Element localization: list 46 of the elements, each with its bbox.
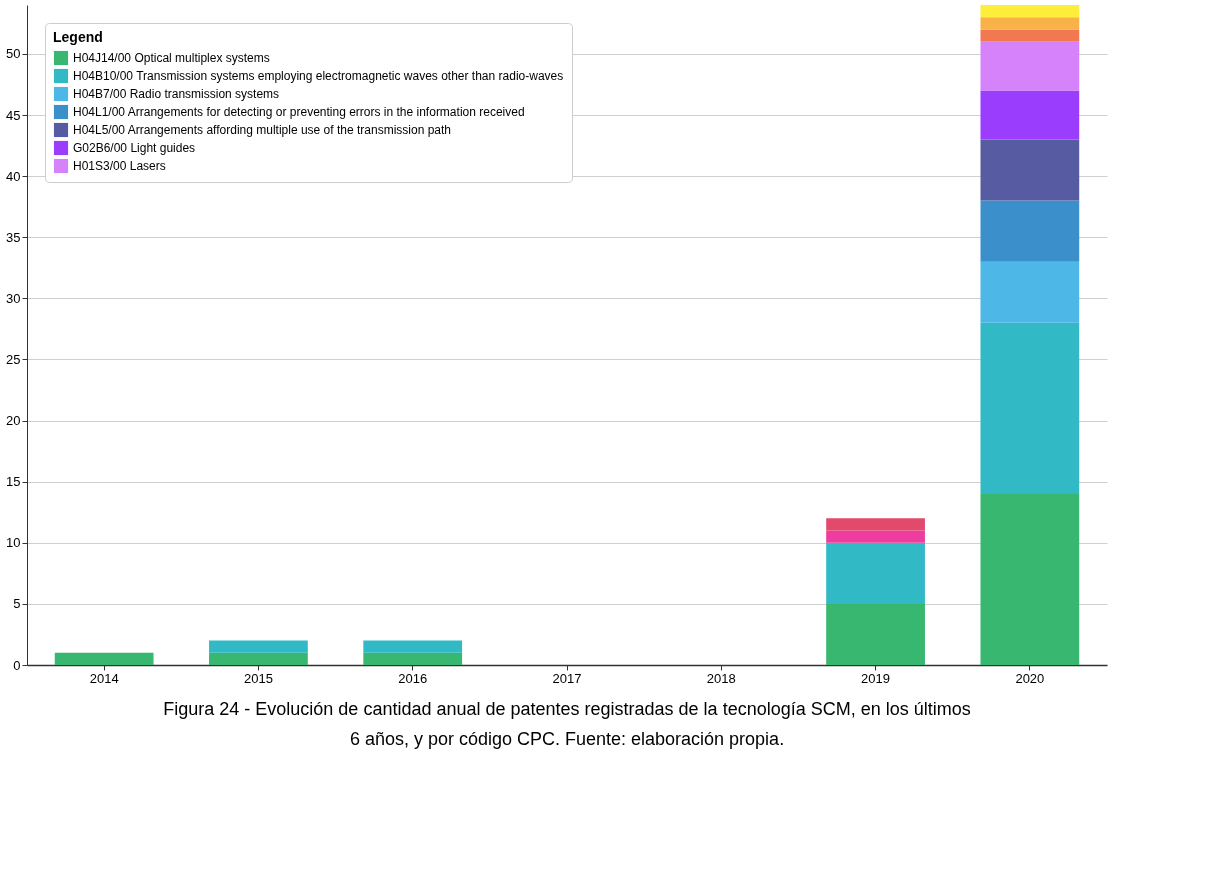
bar [980,493,1080,665]
bar [363,640,463,653]
bar [980,5,1080,18]
y-tick-label: 50 [6,46,21,62]
bar [980,200,1080,262]
x-tick-label: 2018 [706,670,736,686]
y-tick-label: 0 [13,657,21,673]
y-tick-label: 40 [6,168,21,184]
y-tick-label: 15 [6,474,21,490]
bar [980,29,1080,42]
y-tick-label: 25 [6,351,21,367]
bar [980,17,1080,30]
legend-label: H04L1/00 Arrangements for detecting or preventing errors in the information received [73,105,525,119]
y-tick-label: 45 [6,107,21,123]
legend-label: G02B6/00 Light guides [73,141,196,155]
y-tick-label: 35 [6,229,21,245]
x-tick-label: 2019 [861,670,891,686]
x-tick-label: 2016 [398,670,428,686]
y-tick-label: 10 [6,535,21,551]
text: Figura 24 - Evolución de cantidad anual de patentes registradas de la tecnología SCM, en los últimos 6 años, y por código CPC. Fuente: elaboración propia. [163,699,971,749]
bar [826,542,925,604]
bar [209,652,308,665]
x-tick-label: 2015 [243,670,273,686]
legend-label: H01S3/00 Lasers [73,159,166,173]
bar [980,139,1080,201]
legend-label: H04J14/00 Optical multiplex systems [73,51,270,65]
legend-title: Legend [53,29,103,45]
bar [980,322,1080,494]
bar [826,603,925,665]
bar [980,41,1080,91]
bar [363,652,463,665]
x-tick-label: 2020 [1015,670,1045,686]
legend-label: H04L5/00 Arrangements affording multiple use of the transmission path [73,123,451,137]
y-tick-label: 30 [6,290,21,306]
bar [980,90,1080,140]
bar [826,530,925,543]
bar [54,652,154,665]
bar [980,261,1080,323]
bar [209,640,308,653]
x-tick-label: 2014 [89,670,119,686]
y-tick-label: 5 [13,596,21,612]
legend-label: H04B7/00 Radio transmission systems [73,87,280,101]
y-tick-label: 20 [6,413,21,429]
legend-label: H04B10/00 Transmission systems employing electromagnetic waves other than radio-waves [73,69,564,83]
x-tick-label: 2017 [552,670,582,686]
bar [826,518,925,531]
